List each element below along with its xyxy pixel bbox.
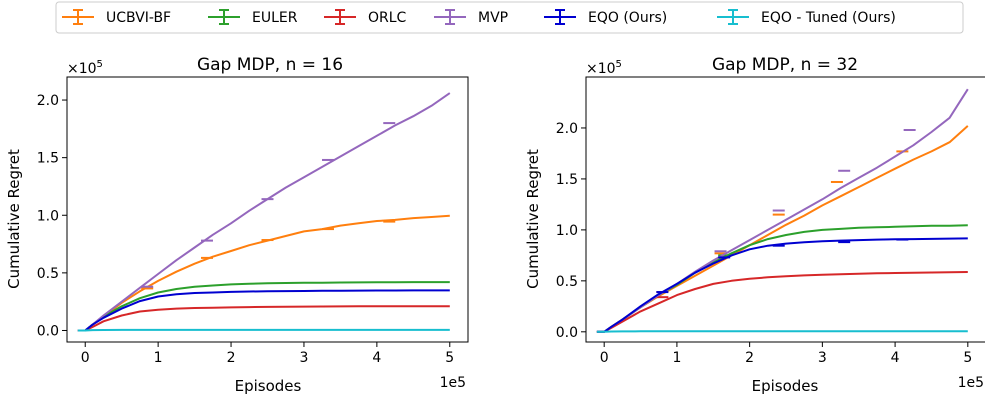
chart-title: Gap MDP, n = 32 bbox=[712, 55, 858, 75]
x-tick-label: 4 bbox=[372, 350, 381, 366]
series-euler bbox=[596, 224, 968, 333]
series-line bbox=[596, 224, 968, 333]
x-scale-label: 1e5 bbox=[958, 375, 984, 391]
series-line bbox=[77, 289, 450, 332]
legend-item-mvp: MVP bbox=[434, 9, 508, 26]
y-tick-label: 0.5 bbox=[37, 266, 59, 282]
y-scale-exponent: 5 bbox=[97, 59, 103, 70]
y-tick-label: 1.0 bbox=[556, 223, 578, 239]
x-tick-label: 5 bbox=[445, 350, 454, 366]
series-ucbvi-bf bbox=[596, 125, 969, 333]
chart-title: Gap MDP, n = 16 bbox=[197, 55, 343, 75]
series-eqo-ours bbox=[77, 289, 450, 332]
x-tick-label: 3 bbox=[299, 350, 308, 366]
legend-item-eqo-ours: EQO (Ours) bbox=[544, 9, 667, 26]
y-scale-base: ×10 bbox=[586, 61, 616, 77]
y-scale-exponent: 5 bbox=[616, 59, 622, 70]
y-tick-label: 0.0 bbox=[556, 325, 578, 341]
x-scale-label: 1e5 bbox=[440, 375, 466, 391]
legend-label: EULER bbox=[252, 10, 298, 26]
series-line bbox=[596, 330, 968, 333]
y-scale-label: ×105 bbox=[67, 59, 103, 77]
x-tick-label: 0 bbox=[600, 350, 609, 366]
chart-gap-mdp-n16: Gap MDP, n = 16 ×105 Cumulative Regret E… bbox=[5, 55, 469, 394]
plot-area bbox=[77, 92, 451, 332]
axes-frame bbox=[66, 76, 469, 343]
legend-label: EQO (Ours) bbox=[588, 10, 667, 26]
y-tick-label: 0.5 bbox=[556, 274, 578, 290]
series-orlc bbox=[596, 271, 968, 333]
x-axis-label: Episodes bbox=[235, 377, 302, 394]
legend-label: ORLC bbox=[368, 10, 407, 26]
legend-label: UCBVI-BF bbox=[106, 10, 171, 26]
x-tick-label: 2 bbox=[227, 350, 236, 366]
series-eqo-tuned-ours bbox=[77, 328, 450, 332]
series-line bbox=[596, 271, 968, 333]
y-tick-label: 1.0 bbox=[37, 208, 59, 224]
y-axis-label: Cumulative Regret bbox=[524, 149, 542, 289]
x-tick-label: 4 bbox=[891, 350, 900, 366]
y-tick-label: 2.0 bbox=[37, 93, 59, 109]
series-mvp bbox=[77, 92, 451, 332]
series-line bbox=[77, 305, 450, 332]
y-axis-label: Cumulative Regret bbox=[5, 149, 23, 289]
y-tick-label: 2.0 bbox=[556, 121, 578, 137]
axes-frame bbox=[585, 76, 985, 343]
y-tick-label: 1.5 bbox=[556, 172, 578, 188]
series-orlc bbox=[77, 305, 450, 332]
series-line bbox=[77, 92, 451, 332]
legend: UCBVI-BF EULER ORLC MVP EQO (Ours) EQO - Tune… bbox=[55, 1, 964, 34]
series-eqo-tuned-ours bbox=[596, 330, 968, 333]
series-line bbox=[77, 328, 450, 332]
legend-item-eqo-tuned-ours: EQO - Tuned (Ours) bbox=[717, 9, 896, 26]
x-tick-label: 1 bbox=[154, 350, 163, 366]
x-tick-label: 1 bbox=[672, 350, 681, 366]
series-eqo-ours bbox=[596, 237, 968, 333]
y-scale-label: ×105 bbox=[586, 59, 622, 77]
chart-gap-mdp-n32: Gap MDP, n = 32 ×105 Cumulative Regret E… bbox=[524, 55, 985, 394]
legend-label: MVP bbox=[478, 10, 508, 26]
series-line bbox=[596, 237, 968, 333]
x-tick-label: 2 bbox=[745, 350, 754, 366]
legend-item-orlc: ORLC bbox=[324, 9, 407, 26]
x-axis-label: Episodes bbox=[752, 377, 819, 394]
legend-label: EQO - Tuned (Ours) bbox=[761, 10, 896, 26]
legend-item-euler: EULER bbox=[208, 9, 298, 26]
series-line bbox=[77, 281, 450, 332]
x-tick-label: 5 bbox=[963, 350, 972, 366]
series-mvp bbox=[596, 88, 969, 333]
series-line bbox=[596, 125, 969, 333]
y-tick-label: 0.0 bbox=[37, 323, 59, 339]
series-euler bbox=[77, 281, 450, 332]
y-scale-base: ×10 bbox=[67, 61, 97, 77]
legend-item-ucbvi-bf: UCBVI-BF bbox=[62, 9, 171, 26]
x-tick-label: 3 bbox=[818, 350, 827, 366]
plot-area bbox=[596, 88, 969, 333]
x-tick-label: 0 bbox=[81, 350, 90, 366]
y-tick-label: 1.5 bbox=[37, 151, 59, 167]
